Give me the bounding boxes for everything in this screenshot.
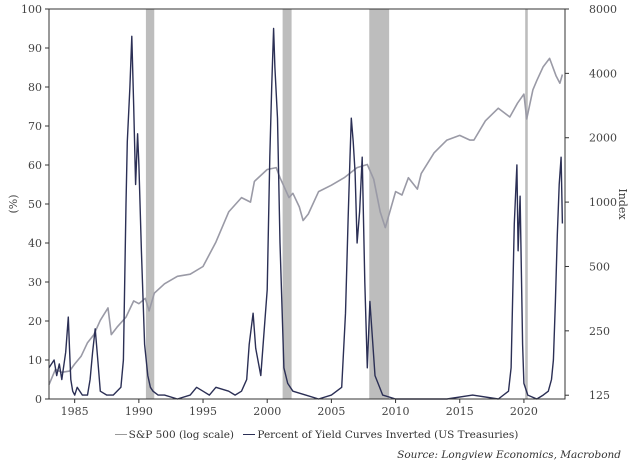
- y-right-tick-label: 1000: [589, 196, 617, 209]
- y-right-tick-label: 125: [589, 389, 610, 402]
- y-left-tick-label: 30: [28, 276, 42, 289]
- y-axis-right-title: Index: [616, 188, 629, 220]
- y-left-tick-label: 70: [28, 120, 42, 133]
- y-right-tick-label: 250: [589, 325, 610, 338]
- y-left-tick-label: 90: [28, 42, 42, 55]
- recession-band: [145, 9, 155, 399]
- x-tick-label: 2020: [510, 405, 538, 418]
- x-axis-ticks: 1985 1990 1995 2000 2005 2010 2015 2020: [61, 399, 538, 418]
- y-right-tick-label: 4000: [589, 67, 617, 80]
- x-tick-label: 1995: [189, 405, 217, 418]
- legend: S&P 500 (log scale) Percent of Yield Cur…: [0, 429, 633, 441]
- y-left-tick-label: 50: [28, 198, 42, 211]
- source-note: Source: Longview Economics, Macrobond: [397, 449, 621, 461]
- y-left-tick-label: 100: [21, 3, 42, 16]
- y-left-tick-label: 0: [35, 393, 42, 406]
- recession-band: [525, 9, 528, 399]
- y-axis-right-ticks: 125 250 500 1000 2000 4000 8000: [565, 3, 617, 402]
- x-tick-label: 1985: [61, 405, 89, 418]
- x-tick-label: 1990: [125, 405, 153, 418]
- x-tick-label: 2015: [446, 405, 474, 418]
- y-left-tick-label: 20: [28, 315, 42, 328]
- series-layer: [48, 27, 564, 400]
- chart: 0 10 20 30 40 50 60 70 80 90 100 125 250 500 1000 2000…: [7, 3, 629, 418]
- y-left-tick-label: 60: [28, 159, 42, 172]
- x-tick-label: 2000: [253, 405, 281, 418]
- y-right-tick-label: 8000: [589, 3, 617, 16]
- x-tick-label: 2010: [382, 405, 410, 418]
- y-right-tick-label: 500: [589, 260, 610, 273]
- legend-swatch-yield-curves: [243, 433, 256, 435]
- y-left-tick-label: 40: [28, 237, 42, 250]
- recession-bands: [145, 9, 528, 399]
- y-left-tick-label: 80: [28, 81, 42, 94]
- series-line-sp500: [48, 57, 564, 386]
- y-right-tick-label: 2000: [589, 132, 617, 145]
- x-tick-label: 2005: [317, 405, 345, 418]
- recession-band: [282, 9, 292, 399]
- legend-entry-sp500: S&P 500 (log scale): [128, 429, 235, 441]
- y-left-tick-label: 10: [28, 354, 42, 367]
- y-axis-left-title: (%): [7, 194, 20, 213]
- legend-swatch-sp500: [114, 433, 127, 435]
- series-line-yield-curves: [48, 27, 564, 400]
- y-axis-left-ticks: 0 10 20 30 40 50 60 70 80 90 100: [21, 3, 49, 406]
- legend-entry-yield-curves: Percent of Yield Curves Inverted (US Tre…: [257, 429, 519, 441]
